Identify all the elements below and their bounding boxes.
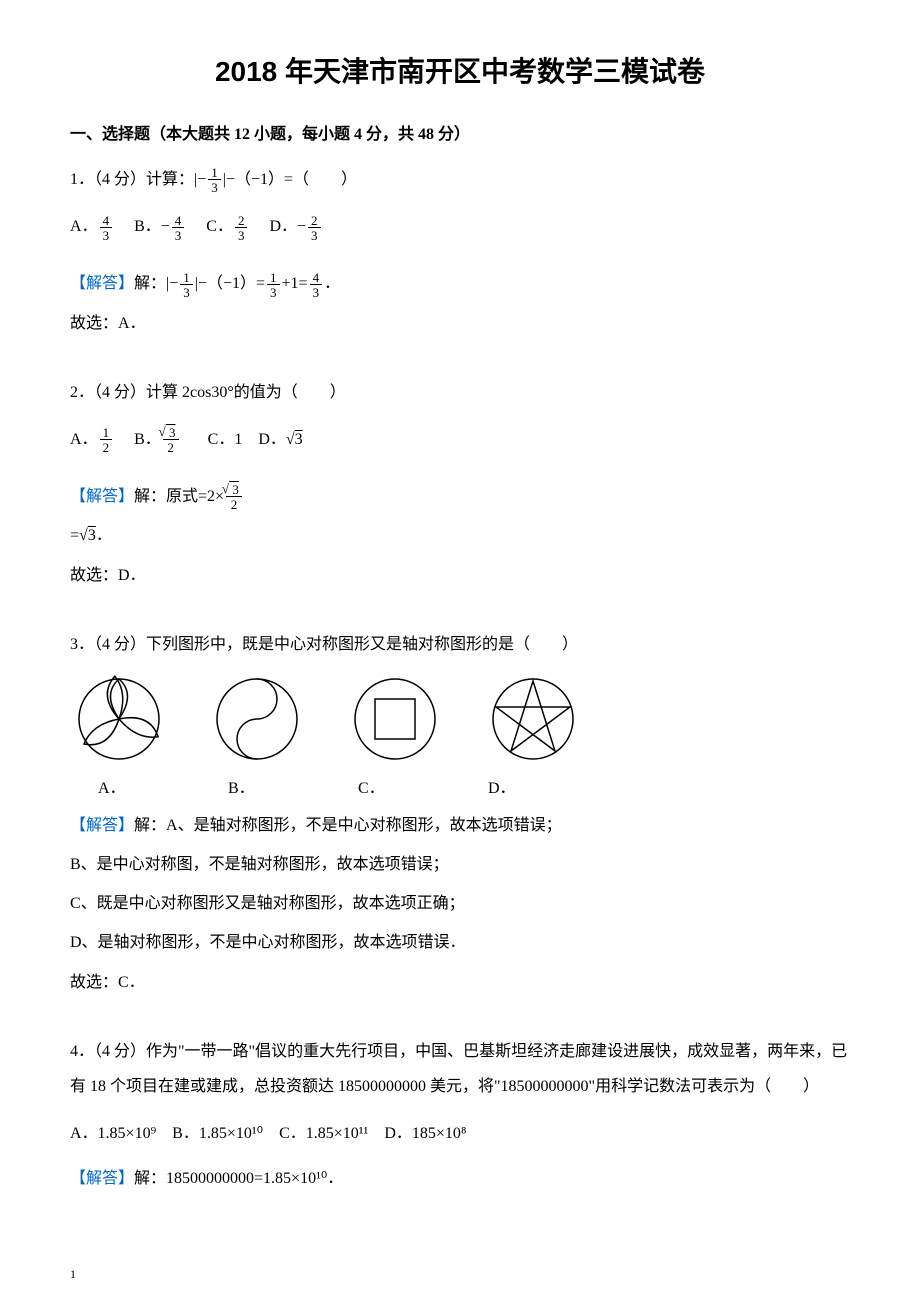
q3-option-d (484, 674, 582, 764)
q1-prefix: 1．（4 分）计算：|− (70, 171, 206, 188)
q3-option-b (208, 674, 306, 764)
q3-answer-a: 【解答】解：A、是轴对称图形，不是中心对称图形，故本选项错误； (70, 808, 850, 843)
trefoil-icon (74, 674, 164, 764)
q2-conclusion: 故选：D． (70, 558, 850, 593)
circle-square-icon (350, 674, 440, 764)
q1-suffix: |−（−1）=（ ） (223, 171, 357, 188)
q2-options: A．12 B． 32√ C．1 D．√3 (70, 422, 850, 457)
q3-answer-c: C、既是中心对称图形又是轴对称图形，故本选项正确； (70, 886, 850, 921)
answer-label: 【解答】 (70, 817, 134, 834)
answer-label: 【解答】 (70, 1170, 134, 1187)
section-header: 一、选择题（本大题共 12 小题，每小题 4 分，共 48 分） (70, 120, 850, 144)
q3-answer-b: B、是中心对称图，不是轴对称图形，故本选项错误； (70, 847, 850, 882)
q3-conclusion: 故选：C． (70, 965, 850, 1000)
q3-stem: 3．（4 分）下列图形中，既是中心对称图形又是轴对称图形的是（ ） (70, 627, 850, 662)
q4-options: A．1.85×10⁹ B．1.85×10¹⁰ C．1.85×10¹¹ D．185… (70, 1116, 850, 1151)
q2-answer-line2: =√3． (70, 518, 850, 553)
q3-label-a: A． (98, 774, 228, 798)
page-number: 1 (70, 1267, 76, 1282)
q2-answer: 【解答】解：原式=2× 32√ (70, 479, 850, 514)
pentagram-icon (488, 674, 578, 764)
page-title: 2018 年天津市南开区中考数学三模试卷 (70, 50, 850, 90)
q3-options (70, 674, 850, 764)
q1-options: A．43 B．−43 C．23 D．−23 (70, 209, 850, 244)
yinyang-icon (212, 674, 302, 764)
q3-label-b: B． (228, 774, 358, 798)
answer-label: 【解答】 (70, 275, 134, 292)
q1-conclusion: 故选：A． (70, 306, 850, 341)
q3-label-c: C． (358, 774, 488, 798)
q1-stem: 1．（4 分）计算：|−13|−（−1）=（ ） (70, 162, 850, 197)
q3-option-a (70, 674, 168, 764)
q3-option-c (346, 674, 444, 764)
answer-label: 【解答】 (70, 488, 134, 505)
q3-labels: A． B． C． D． (70, 774, 850, 798)
q4-stem: 4．（4 分）作为"一带一路"倡议的重大先行项目，中国、巴基斯坦经济走廊建设进展… (70, 1034, 850, 1104)
q3-answer-d: D、是轴对称图形，不是中心对称图形，故本选项错误． (70, 925, 850, 960)
q2-stem: 2．（4 分）计算 2cos30°的值为（ ） (70, 375, 850, 410)
q4-answer: 【解答】解：18500000000=1.85×10¹⁰． (70, 1161, 850, 1196)
q1-answer: 【解答】解：|−13|−（−1）=13+1=43． (70, 266, 850, 301)
q3-label-d: D． (488, 774, 516, 798)
q1-frac: 13 (208, 166, 221, 194)
